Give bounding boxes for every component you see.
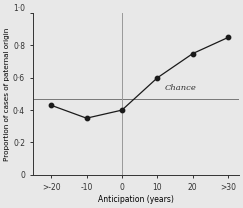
Y-axis label: Proportion of cases of paternal origin: Proportion of cases of paternal origin — [4, 27, 10, 161]
Point — [156, 76, 159, 79]
Point — [85, 116, 88, 120]
Point — [191, 52, 195, 55]
Text: Chance: Chance — [165, 84, 196, 92]
Point — [49, 104, 53, 107]
Point — [226, 36, 230, 39]
Point — [120, 108, 124, 112]
X-axis label: Anticipation (years): Anticipation (years) — [98, 195, 174, 204]
